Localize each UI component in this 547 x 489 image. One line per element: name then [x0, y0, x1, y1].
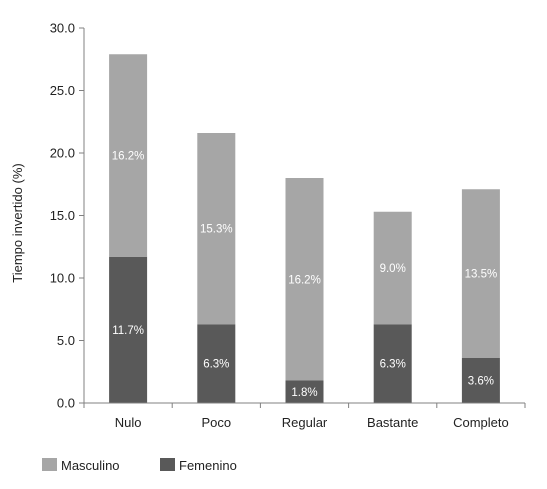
data-label: 9.0% [380, 263, 406, 275]
data-label: 1.8% [291, 387, 317, 399]
y-tick-label: 15.0 [50, 208, 75, 223]
data-label: 6.3% [380, 359, 406, 371]
bar-segment-femenino-poco [197, 324, 236, 403]
y-axis-ticks: 0.0 5.0 10.0 15.0 20.0 25.0 30.0 [50, 21, 84, 411]
y-tick-label: 30.0 [50, 21, 75, 36]
bar-segment-masculino-poco [197, 133, 236, 325]
x-category-label: Regular [282, 415, 328, 430]
data-label: 16.2% [112, 151, 145, 163]
legend-label-femenino: Femenino [179, 458, 237, 473]
data-label: 6.3% [203, 359, 229, 371]
bars [109, 54, 500, 403]
bar-segment-masculino-completo [461, 189, 500, 358]
x-category-label: Completo [453, 415, 509, 430]
legend-swatch-masculino [42, 458, 57, 471]
y-axis-title: Tiempo invertido (%) [10, 163, 25, 282]
legend: Masculino Femenino [42, 458, 237, 473]
x-category-label: Poco [201, 415, 231, 430]
data-label: 15.3% [200, 224, 233, 236]
y-tick-label: 5.0 [57, 333, 75, 348]
bar-segment-masculino-regular [285, 178, 324, 381]
bar-segment-femenino-completo [461, 358, 500, 403]
x-category-label: Bastante [367, 415, 418, 430]
legend-swatch-femenino [160, 458, 175, 471]
bar-segment-masculino-bastante [373, 211, 412, 325]
y-tick-label: 20.0 [50, 146, 75, 161]
legend-label-masculino: Masculino [61, 458, 120, 473]
bar-segment-femenino-bastante [373, 324, 412, 403]
bar-segment-masculino-nulo [109, 54, 148, 257]
y-tick-label: 0.0 [57, 396, 75, 411]
x-axis-ticks: Nulo Poco Regular Bastante Completo [83, 403, 526, 430]
data-label: 16.2% [288, 274, 321, 286]
data-label: 11.7% [112, 325, 144, 337]
bar-segment-femenino-nulo [109, 256, 148, 403]
data-labels: 11.7% 16.2% 6.3% 15.3% 1.8% 16.2% 6.3% 9.0% 3.6%… [112, 151, 497, 399]
y-tick-label: 25.0 [50, 83, 75, 98]
data-label: 3.6% [468, 376, 494, 388]
x-category-label: Nulo [115, 415, 142, 430]
bar-segment-femenino-regular [285, 380, 324, 403]
data-label: 13.5% [465, 269, 498, 281]
y-tick-label: 10.0 [50, 271, 75, 286]
